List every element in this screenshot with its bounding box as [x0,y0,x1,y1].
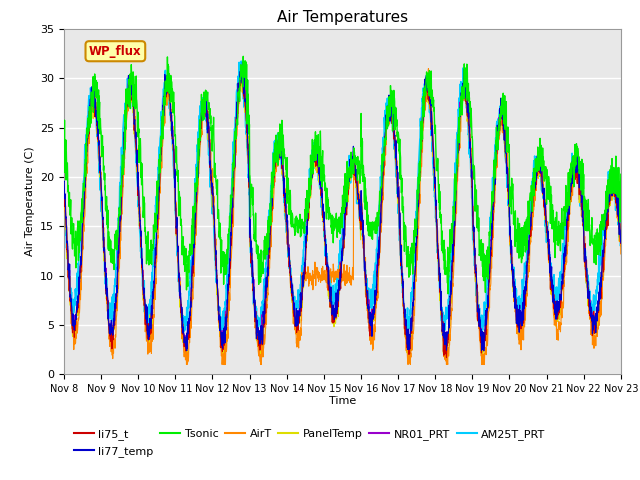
AM25T_PRT [216,306,223,312]
li75_t [359,233,367,239]
Y-axis label: Air Temperature (C): Air Temperature (C) [24,147,35,256]
li77_temp [239,59,246,65]
li75_t [60,188,68,193]
AM25T_PRT [505,198,513,204]
PanelTemp [405,358,413,363]
li75_t [568,173,576,179]
AM25T_PRT [359,240,367,246]
Legend: li75_t, li77_temp, Tsonic, AirT, PanelTemp, NR01_PRT, AM25T_PRT: li75_t, li77_temp, Tsonic, AirT, PanelTe… [70,425,550,461]
Tsonic [617,171,625,177]
li77_temp [505,182,513,188]
AM25T_PRT [584,285,591,290]
NR01_PRT [371,304,379,310]
PanelTemp [237,68,245,74]
AirT [182,361,190,367]
NR01_PRT [505,186,513,192]
AirT [359,219,367,225]
Tsonic [568,160,576,166]
PanelTemp [584,290,591,296]
Tsonic [505,148,513,154]
NR01_PRT [617,243,625,249]
Line: li77_temp: li77_temp [64,62,621,351]
Line: AM25T_PRT: AM25T_PRT [64,61,621,340]
li75_t [371,304,379,310]
AirT [424,66,432,72]
Line: PanelTemp: PanelTemp [64,71,621,360]
li77_temp [359,230,367,236]
AirT [568,188,576,194]
PanelTemp [216,325,223,331]
Line: Tsonic: Tsonic [64,56,621,294]
NR01_PRT [568,166,576,171]
li77_temp [60,179,68,184]
Tsonic [216,228,223,234]
li75_t [216,320,223,326]
NR01_PRT [359,233,367,239]
li77_temp [216,313,223,319]
PanelTemp [60,188,68,193]
AirT [371,324,379,330]
NR01_PRT [216,315,223,321]
li77_temp [480,348,488,354]
li77_temp [371,297,379,302]
AM25T_PRT [60,200,68,206]
li75_t [443,355,451,360]
Tsonic [60,137,68,143]
NR01_PRT [443,355,451,360]
li77_temp [568,161,576,167]
PanelTemp [617,242,625,248]
NR01_PRT [584,282,591,288]
Line: NR01_PRT: NR01_PRT [64,67,621,358]
AM25T_PRT [237,58,245,64]
li75_t [617,237,625,242]
Tsonic [239,53,247,59]
AM25T_PRT [218,337,226,343]
PanelTemp [568,168,576,173]
AM25T_PRT [617,240,625,246]
AirT [617,251,625,257]
Title: Air Temperatures: Air Temperatures [277,10,408,25]
Tsonic [444,291,452,297]
PanelTemp [505,193,513,199]
li75_t [505,197,513,203]
X-axis label: Time: Time [329,396,356,406]
AirT [584,288,591,294]
Text: WP_flux: WP_flux [89,45,141,58]
Line: AirT: AirT [64,69,621,364]
AM25T_PRT [371,268,379,274]
Line: li75_t: li75_t [64,72,621,358]
Tsonic [584,221,591,227]
li75_t [237,70,244,75]
AirT [216,324,223,330]
NR01_PRT [60,190,68,195]
PanelTemp [359,241,367,247]
AM25T_PRT [568,151,576,156]
Tsonic [359,179,367,184]
NR01_PRT [237,64,245,70]
li77_temp [617,240,625,246]
PanelTemp [371,312,379,318]
li77_temp [584,285,591,291]
li75_t [584,290,591,296]
AirT [505,184,513,190]
AirT [60,182,68,188]
Tsonic [371,226,379,232]
